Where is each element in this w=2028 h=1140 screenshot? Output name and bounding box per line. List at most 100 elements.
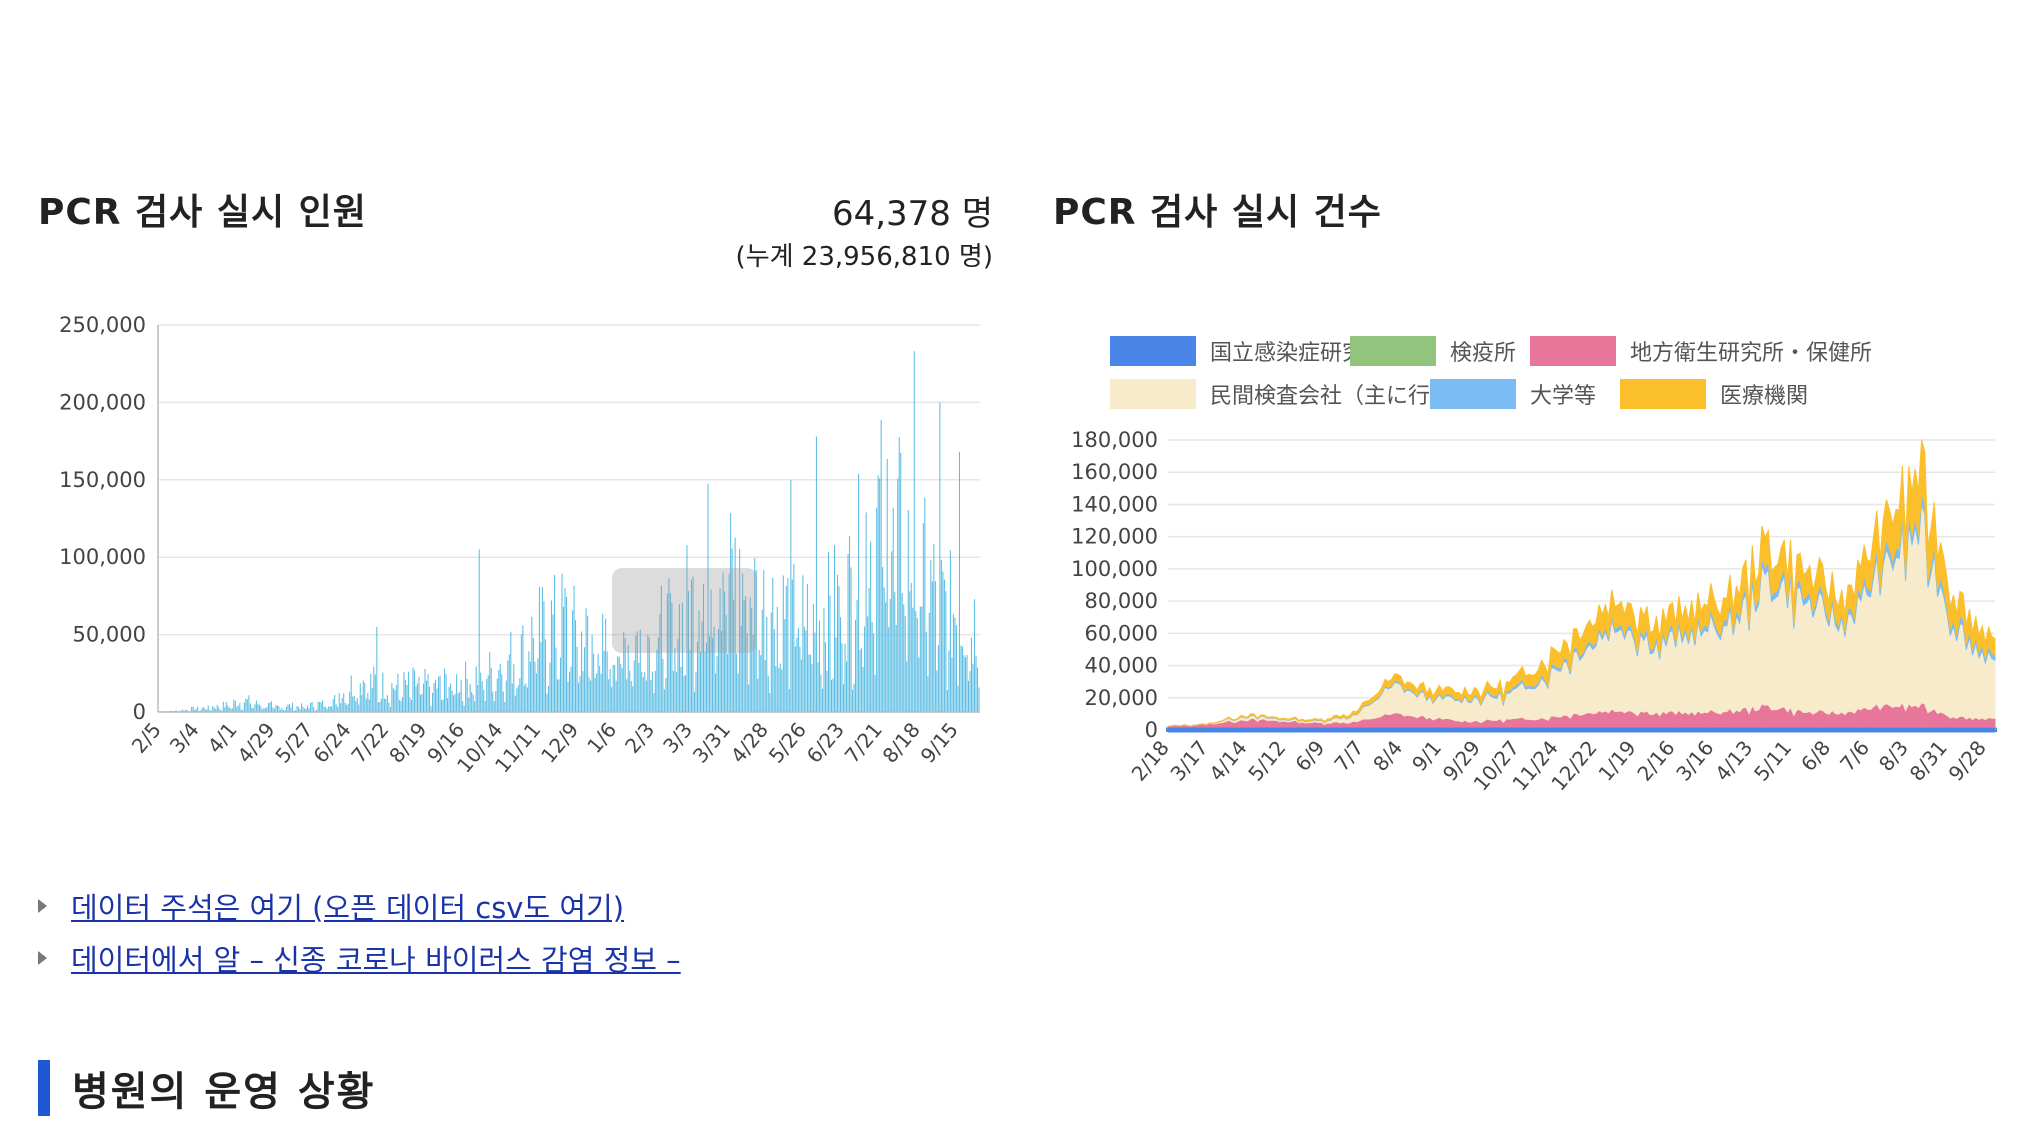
bar (197, 706, 199, 712)
bar (626, 679, 628, 712)
section-header: 병원의 운영 상황 (38, 1060, 375, 1116)
y-tick-label: 150,000 (59, 468, 146, 492)
bar (915, 610, 917, 712)
bar (710, 589, 712, 712)
x-tick-label: 5/12 (1243, 736, 1290, 786)
bar (480, 672, 482, 712)
bar (468, 697, 470, 712)
bar (261, 709, 263, 712)
bar (701, 620, 703, 712)
bar (609, 669, 611, 712)
bar (254, 704, 256, 712)
pcr-tests-stacked-area-chart[interactable]: 国立感染症研究所 検疫所 地方衛生研究所・保健所民間検査会社（主に行政検査） 大学等医… (1040, 330, 2010, 810)
bar (555, 647, 557, 712)
bar (451, 690, 453, 712)
bar (725, 615, 727, 712)
bar (373, 666, 375, 712)
bar (817, 662, 819, 712)
bar (511, 683, 513, 712)
bar (811, 664, 813, 712)
bar (279, 709, 281, 712)
bar (930, 560, 932, 712)
bar (547, 686, 549, 712)
bar (581, 631, 583, 712)
bar (258, 704, 260, 712)
bar (614, 665, 616, 712)
bar (304, 708, 306, 712)
bar (862, 666, 864, 712)
bar (850, 567, 852, 712)
bar (236, 706, 238, 712)
bar (251, 707, 253, 712)
bar (537, 658, 539, 712)
x-tick-label: 12/9 (536, 718, 583, 768)
bar (909, 591, 911, 712)
data-notes-link[interactable]: 데이터 주석은 여기 (오픈 데이터 csv도 여기) (71, 891, 625, 925)
bar (391, 683, 393, 712)
bar (285, 706, 288, 712)
pcr-persons-bar-chart[interactable]: 050,000100,000150,000200,000250,0002/53/… (30, 300, 1010, 820)
bar (641, 672, 643, 712)
bar (477, 685, 479, 712)
bar (526, 687, 528, 712)
bar (644, 671, 646, 712)
bar (599, 666, 601, 712)
bar (510, 631, 512, 712)
bar (752, 634, 754, 712)
x-tick-label: 4/29 (232, 718, 279, 768)
bar (638, 662, 640, 712)
bar (338, 693, 340, 712)
bar (410, 699, 412, 712)
bar (228, 707, 230, 712)
bar (970, 637, 973, 712)
bar (334, 694, 336, 712)
bar (940, 560, 942, 712)
bar (471, 691, 473, 712)
data-info-link[interactable]: 데이터에서 알 – 신종 코로나 바이러스 감염 정보 – (71, 943, 681, 977)
x-tick-label: 6/23 (802, 718, 849, 768)
bar (630, 680, 632, 712)
bar (556, 679, 559, 712)
bar (636, 631, 638, 712)
bar (689, 650, 691, 712)
link-item: 데이터에서 알 – 신종 코로나 바이러스 감염 정보 – (38, 932, 681, 984)
bar (394, 690, 396, 712)
bar (912, 607, 914, 712)
bar (573, 585, 575, 712)
bar (195, 708, 197, 712)
bar (392, 688, 394, 712)
bar (594, 677, 596, 712)
bar (942, 571, 944, 712)
bar (906, 661, 908, 712)
bar (704, 651, 706, 712)
bar (222, 701, 224, 712)
bar (913, 351, 915, 712)
bar (806, 584, 808, 712)
y-tick-label: 140,000 (1071, 492, 1158, 516)
bar (933, 544, 935, 712)
bar (367, 692, 369, 712)
bar (770, 612, 772, 712)
bar (493, 701, 495, 712)
bar (567, 681, 569, 712)
x-tick-label: 6/24 (308, 718, 355, 768)
area-series-5 (1167, 439, 1996, 727)
bar (246, 699, 248, 712)
bar (579, 676, 581, 712)
bar-series (158, 351, 980, 712)
bar (588, 677, 590, 712)
bar (781, 669, 783, 712)
bar (513, 664, 515, 712)
bar (325, 706, 327, 712)
bar (849, 536, 851, 712)
bar (266, 707, 268, 712)
bar (835, 637, 837, 712)
bar (718, 628, 720, 712)
bar (409, 697, 411, 712)
bar (889, 599, 891, 712)
bar (344, 702, 346, 712)
bar (633, 660, 635, 712)
bar (466, 678, 468, 712)
bar (803, 626, 805, 712)
bar (740, 625, 742, 712)
